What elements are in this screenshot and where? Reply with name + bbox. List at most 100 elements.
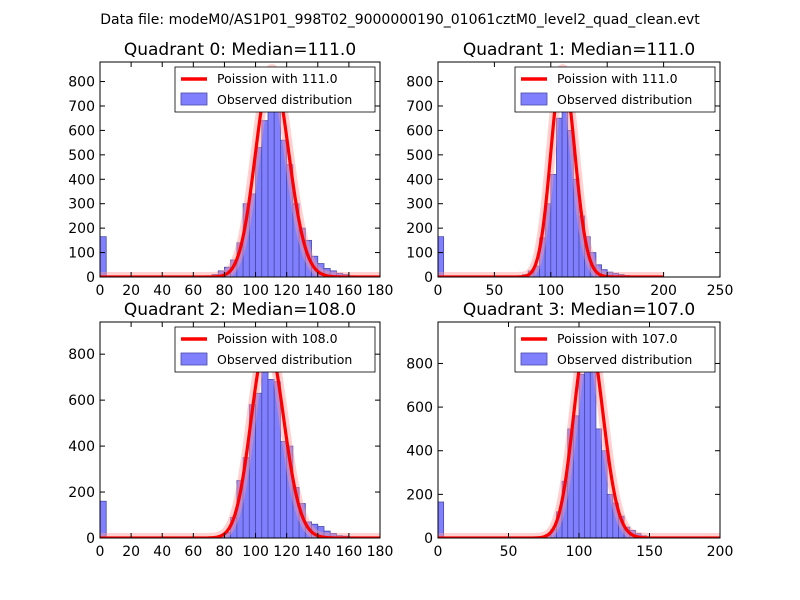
histogram-bar (267, 379, 275, 538)
y-tick-label: 400 (406, 444, 433, 460)
x-tick-label: 200 (707, 544, 734, 560)
x-tick-label: 100 (242, 544, 269, 560)
plot-content (438, 64, 669, 277)
quadrant-0-panel: 0 20 40 60 80 100 120 140 160 1800100200300400500… (68, 40, 393, 299)
x-tick-label: 0 (434, 283, 443, 299)
y-tick-label: 400 (68, 439, 95, 455)
legend-observed-label: Observed distribution (557, 92, 692, 107)
y-tick-label: 500 (68, 148, 95, 164)
y-tick-label: 0 (424, 270, 433, 286)
y-tick-label: 600 (68, 393, 95, 409)
y-tick-label: 300 (68, 197, 95, 213)
x-tick-label: 120 (273, 283, 300, 299)
x-tick-label: 150 (636, 544, 663, 560)
legend-poisson-label: Poission with 111.0 (557, 71, 678, 86)
quadrant-3-panel: 0 50 100 150 200 0 200 400 600 800 Quadrant 3: Med… (406, 300, 733, 560)
legend-observed-label: Observed distribution (217, 92, 352, 107)
histogram-bar (273, 100, 281, 277)
x-tick-label: 180 (367, 283, 394, 299)
x-tick-label: 20 (122, 544, 140, 560)
axes-frame (437, 61, 721, 278)
histogram-bar (556, 117, 563, 277)
legend-observed-swatch (520, 92, 548, 106)
x-tick-label: 80 (216, 544, 234, 560)
legend-box (514, 66, 716, 113)
y-tick-label: 100 (68, 246, 95, 262)
x-tick-label: 200 (650, 283, 677, 299)
y-tick-label: 0 (86, 270, 95, 286)
histogram-bar (438, 236, 445, 277)
legend-poisson-label: Poission with 111.0 (217, 71, 338, 86)
histogram-bar (584, 352, 591, 538)
y-tick-label: 600 (406, 123, 433, 139)
x-tick-label: 180 (367, 544, 394, 560)
legend-box (514, 326, 716, 373)
y-tick-label: 400 (68, 172, 95, 188)
y-tick-label: 800 (68, 75, 95, 91)
histogram-bar (100, 500, 107, 538)
legend: Poission with 111.0 Observed distribution (174, 66, 376, 113)
panel-title: Quadrant 2: Median=108.0 (124, 300, 356, 320)
panel-title: Quadrant 1: Median=111.0 (463, 40, 695, 60)
x-tick-label: 0 (434, 544, 443, 560)
y-tick-label: 0 (424, 531, 433, 547)
legend-observed-label: Observed distribution (217, 352, 352, 367)
histogram-bar (595, 428, 602, 538)
x-tick-label: 60 (184, 544, 202, 560)
x-tick-label: 150 (594, 283, 621, 299)
y-tick-label: 600 (406, 400, 433, 416)
y-tick-label: 300 (406, 197, 433, 213)
legend-box (174, 326, 376, 373)
x-tick-label: 50 (485, 283, 503, 299)
x-tick-label: 100 (242, 283, 269, 299)
x-tick-label: 100 (566, 544, 593, 560)
histogram-bar (261, 353, 269, 538)
x-tick-label: 250 (707, 283, 734, 299)
legend-box (174, 66, 376, 113)
x-tick-label: 160 (336, 544, 363, 560)
y-tick-label: 400 (406, 172, 433, 188)
x-tick-label: 120 (273, 544, 300, 560)
y-tick-label: 200 (68, 485, 95, 501)
x-tick-label: 80 (216, 283, 234, 299)
x-tick-label: 160 (336, 283, 363, 299)
y-tick-label: 200 (406, 221, 433, 237)
legend: Poission with 107.0 Observed distribution (514, 326, 716, 373)
y-tick-label: 700 (406, 99, 433, 115)
y-tick-label: 600 (68, 123, 95, 139)
y-tick-label: 200 (406, 487, 433, 503)
x-tick-label: 20 (122, 283, 140, 299)
y-tick-label: 800 (406, 356, 433, 372)
legend-observed-swatch (180, 352, 208, 366)
histogram-bar (438, 501, 445, 538)
quadrant-2-panel: 0 20 40 60 80 100 120 140 160 180 0 200 400 600 800 Qua… (68, 300, 393, 560)
axes-frame (99, 61, 381, 278)
x-tick-label: 40 (153, 283, 171, 299)
x-tick-label: 140 (304, 544, 331, 560)
y-tick-label: 0 (86, 531, 95, 547)
x-tick-label: 0 (96, 283, 105, 299)
legend-observed-swatch (180, 92, 208, 106)
poisson-curve (438, 67, 665, 277)
quadrant-1-panel: 0 50 100 150 200 250 0 100 200 300 400 500 600 700 800… (406, 40, 733, 299)
y-tick-label: 200 (68, 221, 95, 237)
x-tick-label: 40 (153, 544, 171, 560)
y-tick-label: 500 (406, 148, 433, 164)
y-tick-label: 100 (406, 246, 433, 262)
panel-title: Quadrant 0: Median=111.0 (124, 40, 356, 60)
legend: Poission with 111.0 Observed distribution (514, 66, 716, 113)
histogram-bar (100, 236, 107, 277)
legend-observed-swatch (520, 352, 548, 366)
x-tick-label: 60 (184, 283, 202, 299)
histogram-bar (261, 120, 269, 277)
legend-poisson-label: Poission with 107.0 (557, 331, 678, 346)
y-tick-label: 800 (406, 75, 433, 91)
x-tick-label: 50 (500, 544, 518, 560)
panels: 0 20 40 60 80 100 120 140 160 1800100200300400500… (68, 40, 733, 560)
legend: Poission with 108.0 Observed distribution (174, 326, 376, 373)
x-tick-label: 140 (304, 283, 331, 299)
x-tick-label: 100 (537, 283, 564, 299)
y-tick-label: 700 (68, 99, 95, 115)
figure-title: Data file: modeM0/AS1P01_998T02_90000001… (100, 12, 700, 28)
